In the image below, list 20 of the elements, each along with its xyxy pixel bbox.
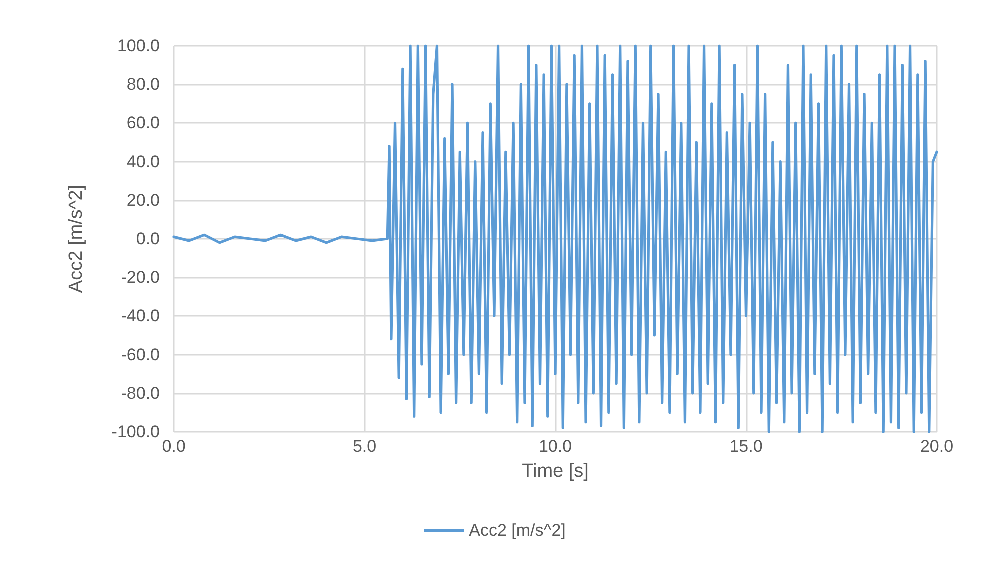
- y-tick-label: -20.0: [121, 268, 160, 288]
- y-tick-label: -40.0: [121, 306, 160, 326]
- y-axis-title: Acc2 [m/s^2]: [66, 184, 87, 294]
- y-tick-label: 60.0: [126, 114, 160, 133]
- y-tick-label: -100.0: [112, 422, 160, 442]
- x-tick-label: 5.0: [352, 437, 377, 456]
- y-tick-label: 0.0: [136, 230, 160, 248]
- line-series: [172, 44, 938, 434]
- x-tick-label: 20.0: [920, 437, 954, 456]
- y-tick-label: 20.0: [126, 190, 160, 210]
- y-tick-label: -80.0: [121, 384, 160, 403]
- y-tick-label: -60.0: [121, 345, 160, 364]
- x-tick-label: 15.0: [730, 437, 763, 456]
- y-tick-label: 80.0: [126, 75, 160, 94]
- legend-label: Acc2 [m/s^2]: [469, 521, 566, 540]
- x-tick-label: 0.0: [162, 437, 186, 456]
- x-tick-label: 10.0: [538, 437, 572, 456]
- y-tick-label: 40.0: [126, 152, 160, 172]
- x-axis-title: Time [s]: [522, 461, 589, 482]
- y-tick-label: 100.0: [117, 36, 160, 56]
